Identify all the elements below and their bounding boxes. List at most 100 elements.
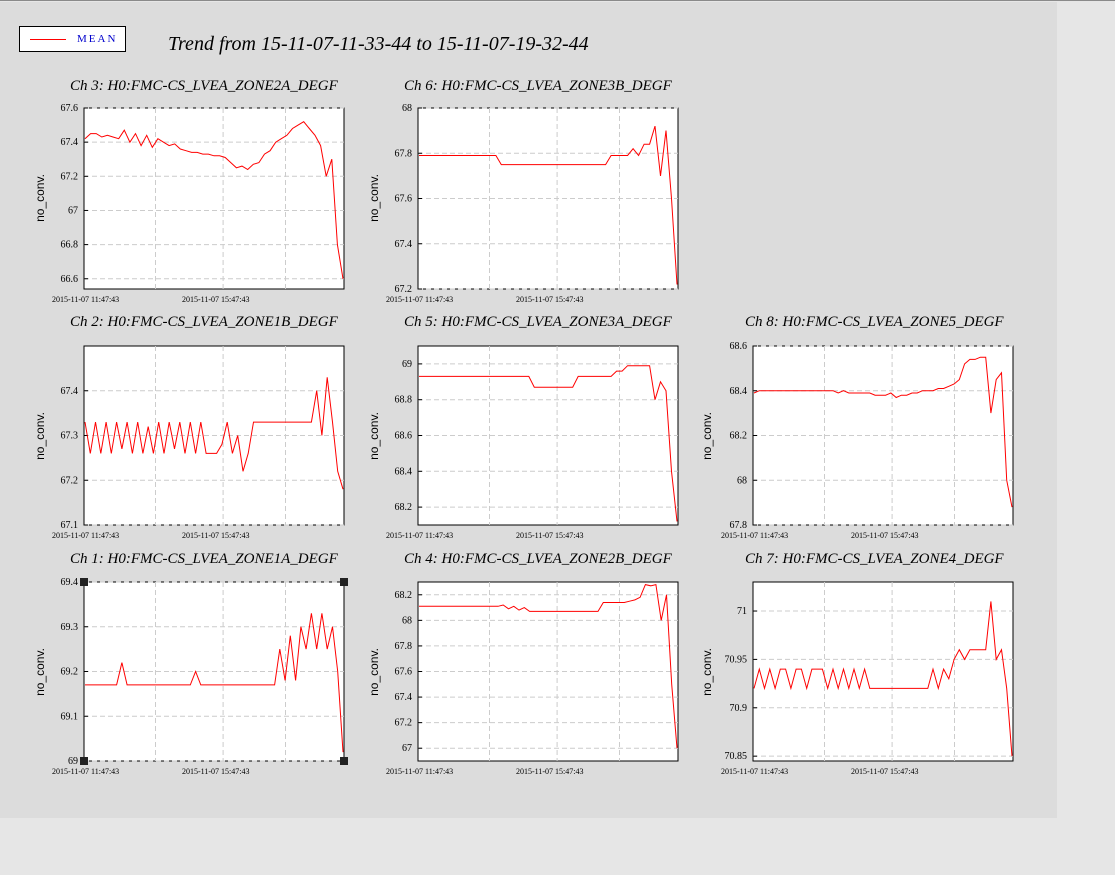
x-tick-label: 2015-11-07 15:47:43 [182,531,249,540]
x-tick-label: 2015-11-07 15:47:43 [516,767,583,776]
window-top-border [0,0,1115,1]
y-tick-label: 69 [68,756,78,767]
y-tick-label: 68.4 [395,466,413,477]
y-tick-label: 66.8 [61,240,79,251]
y-axis-label: no_conv. [367,412,381,460]
selection-handle [80,578,88,586]
y-tick-label: 68.2 [730,431,748,442]
y-tick-label: 67.3 [61,431,79,442]
y-axis-label: no_conv. [33,174,47,222]
y-axis-label: no_conv. [700,412,714,460]
y-axis-label: no_conv. [33,412,47,460]
y-tick-label: 70.85 [725,751,748,762]
y-tick-label: 67.4 [61,386,79,397]
x-tick-label: 2015-11-07 15:47:43 [851,531,918,540]
legend: MEAN [19,26,126,52]
y-tick-label: 67.1 [61,520,79,531]
y-tick-label: 70.9 [730,703,748,714]
y-tick-label: 67.4 [395,692,413,703]
chart-title: Ch 7: H0:FMC-CS_LVEA_ZONE4_DEGF [745,551,1004,567]
y-tick-label: 67.6 [395,667,413,678]
selection-handle [340,757,348,765]
legend-label: MEAN [77,33,118,45]
x-tick-label: 2015-11-07 11:47:43 [386,767,453,776]
chart-title: Ch 6: H0:FMC-CS_LVEA_ZONE3B_DEGF [404,78,673,94]
selection-handle [80,757,88,765]
y-tick-label: 67.2 [395,284,413,295]
y-tick-label: 68 [737,475,747,486]
y-tick-label: 68.2 [395,502,413,513]
x-tick-label: 2015-11-07 11:47:43 [52,531,119,540]
y-tick-label: 67.8 [395,641,413,652]
y-tick-label: 67.4 [61,137,79,148]
chart-panel: 69 68.8 68.6 68.4 68.2 2015-11-07 11:47:43 201… [367,314,679,540]
chart-title: Ch 5: H0:FMC-CS_LVEA_ZONE3A_DEGF [404,314,673,330]
plot-area [83,107,345,290]
series-line [419,365,678,522]
chart-panel: 68.2 68 67.8 67.6 67.4 67.2 67 2015-11-07 11:47… [367,551,679,776]
y-axis-label: no_conv. [367,174,381,222]
y-tick-label: 69.4 [61,577,79,588]
y-tick-label: 68.8 [395,395,413,406]
y-tick-label: 67 [402,743,412,754]
y-tick-label: 66.6 [61,274,79,285]
series-line [753,356,1013,508]
y-tick-label: 69.1 [61,711,79,722]
chart-title: Ch 1: H0:FMC-CS_LVEA_ZONE1A_DEGF [70,551,339,567]
selection-handle [340,578,348,586]
series-line [84,121,344,279]
main-title: Trend from 15-11-07-11-33-44 to 15-11-07… [168,33,589,55]
y-tick-label: 68.4 [730,386,748,397]
chart-title: Ch 2: H0:FMC-CS_LVEA_ZONE1B_DEGF [70,314,339,330]
x-tick-label: 2015-11-07 11:47:43 [721,767,788,776]
x-tick-label: 2015-11-07 15:47:43 [851,767,918,776]
chart-title: Ch 4: H0:FMC-CS_LVEA_ZONE2B_DEGF [404,551,673,567]
series-line [84,377,344,490]
x-tick-label: 2015-11-07 11:47:43 [52,767,119,776]
y-tick-label: 70.95 [725,654,748,665]
plot-area [752,581,1014,762]
y-tick-label: 68.2 [395,590,413,601]
chart-title: Ch 8: H0:FMC-CS_LVEA_ZONE5_DEGF [745,314,1004,330]
x-tick-label: 2015-11-07 11:47:43 [386,531,453,540]
x-tick-label: 2015-11-07 15:47:43 [516,531,583,540]
y-tick-label: 67.4 [395,239,413,250]
y-tick-label: 67.2 [61,171,79,182]
series-line [419,125,678,285]
y-tick-label: 67.2 [61,475,79,486]
y-tick-label: 69.3 [61,622,79,633]
y-tick-label: 68 [402,103,412,114]
x-tick-label: 2015-11-07 11:47:43 [721,531,788,540]
y-axis-label: no_conv. [33,648,47,696]
x-tick-label: 2015-11-07 15:47:43 [516,295,583,304]
x-tick-label: 2015-11-07 11:47:43 [52,295,119,304]
legend-swatch [30,39,66,40]
y-axis-label: no_conv. [367,648,381,696]
y-tick-label: 68.6 [730,341,748,352]
chart-title: Ch 3: H0:FMC-CS_LVEA_ZONE2A_DEGF [70,78,339,94]
series-line [419,583,678,749]
y-tick-label: 69.2 [61,667,79,678]
y-tick-label: 67.6 [395,194,413,205]
y-tick-label: 71 [737,606,747,617]
x-tick-label: 2015-11-07 15:47:43 [182,767,249,776]
series-line [753,601,1013,757]
y-tick-label: 69 [402,359,412,370]
x-tick-label: 2015-11-07 15:47:43 [182,295,249,304]
y-tick-label: 68 [402,615,412,626]
y-axis-label: no_conv. [700,648,714,696]
x-tick-label: 2015-11-07 11:47:43 [386,295,453,304]
chart-panel: 67.6 67.4 67.2 67 66.8 66.6 2015-11-07 11:47:4… [33,78,345,304]
chart-panel: 71 70.95 70.9 70.85 2015-11-07 11:47:43 2015-… [700,551,1014,776]
y-tick-label: 67.2 [395,718,413,729]
y-tick-label: 67.8 [395,148,413,159]
series-line [85,613,344,753]
y-tick-label: 67.8 [730,520,748,531]
y-tick-label: 67 [68,205,78,216]
y-tick-label: 68.6 [395,431,413,442]
